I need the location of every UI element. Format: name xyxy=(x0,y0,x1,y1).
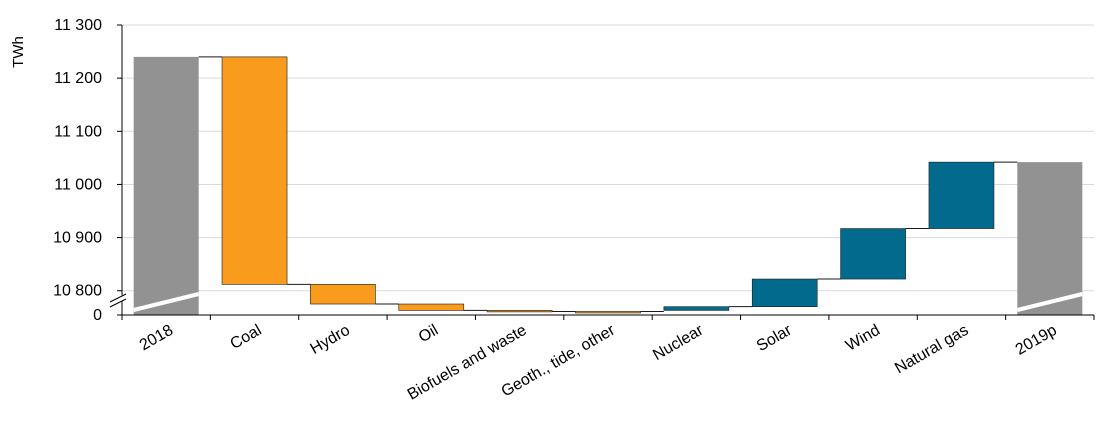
axis-break-mark xyxy=(1016,292,1083,312)
x-tick-label: 2019p xyxy=(1013,322,1060,359)
y-tick-labels: 10 800 10 900 11 000 11 100 11 200 11 300 0 xyxy=(53,17,102,324)
x-tick-label: Hydro xyxy=(307,322,353,358)
y-axis-break-gap xyxy=(108,293,128,307)
axis-break-mark xyxy=(133,292,200,312)
y-tick-label: 11 300 xyxy=(54,17,102,34)
bar-biofuels-and-waste xyxy=(486,310,553,313)
bar-natural-gas xyxy=(928,161,995,229)
x-tick-label: Nuclear xyxy=(650,321,707,364)
bar-wind xyxy=(840,228,906,280)
bar-oil xyxy=(398,303,465,311)
y-axis-title: TWh xyxy=(10,36,27,68)
bars xyxy=(133,56,1083,316)
y-tick-label: 11 000 xyxy=(54,176,102,193)
x-tick-label: 2018 xyxy=(137,322,176,355)
y-tick-label: 0 xyxy=(93,307,102,324)
bar-geoth-tide-other xyxy=(575,311,641,314)
y-axis-break-mark xyxy=(109,298,127,308)
x-tick-label: Oil xyxy=(416,322,441,347)
bar-coal xyxy=(221,56,288,285)
y-tick-label: 10 900 xyxy=(53,230,102,247)
y-tick-label: 10 800 xyxy=(53,283,102,300)
x-tick-label: Wind xyxy=(843,322,883,355)
connector-lines xyxy=(198,56,1018,312)
bar-2019p xyxy=(1017,162,1083,315)
y-tick-label: 11 100 xyxy=(54,123,102,140)
y-tick-label: 11 200 xyxy=(54,70,102,87)
x-tick-label: Solar xyxy=(754,321,795,355)
x-tick-label: Natural gas xyxy=(892,322,971,378)
axes xyxy=(108,24,1095,320)
bar-solar xyxy=(751,278,818,307)
x-tick-label: Coal xyxy=(228,322,265,353)
bar-hydro xyxy=(310,284,376,305)
bar-nuclear xyxy=(663,306,730,311)
y-axis-break-mark xyxy=(109,293,127,303)
bar-2018 xyxy=(133,56,199,316)
